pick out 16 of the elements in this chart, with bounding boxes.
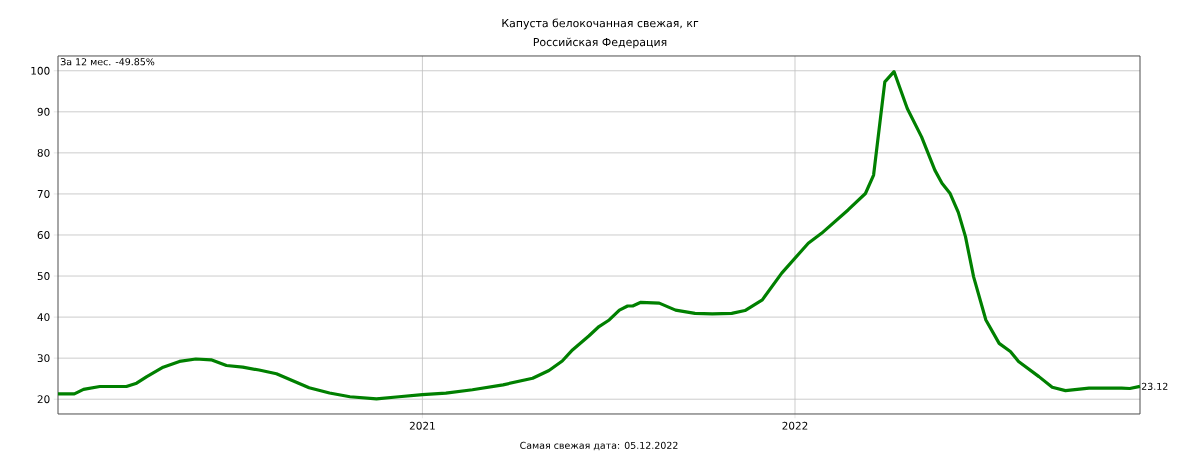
y-tick-label: 80: [37, 148, 50, 157]
chart-subtitle: Российская Федерация: [533, 37, 667, 49]
chart-title: Капуста белокочанная свежая, кг: [502, 18, 699, 30]
y-tick-label: 60: [37, 231, 50, 239]
x-tick-label: 2021: [409, 421, 435, 430]
x-tick-label: 2022: [782, 421, 808, 430]
y-tick-label: 50: [37, 272, 50, 280]
y-tick-label: 70: [37, 189, 50, 198]
annotation: 23.12: [1141, 382, 1168, 390]
annotation: За 12 мес. -49.85%: [60, 58, 155, 66]
y-tick-label: 100: [31, 66, 50, 75]
y-tick-label: 90: [37, 107, 50, 116]
y-tick-label: 20: [37, 395, 50, 404]
y-tick-label: 40: [37, 313, 50, 322]
y-tick-label: 30: [37, 354, 50, 363]
text: Самая свежая дата: 05.12.2022: [520, 441, 678, 451]
